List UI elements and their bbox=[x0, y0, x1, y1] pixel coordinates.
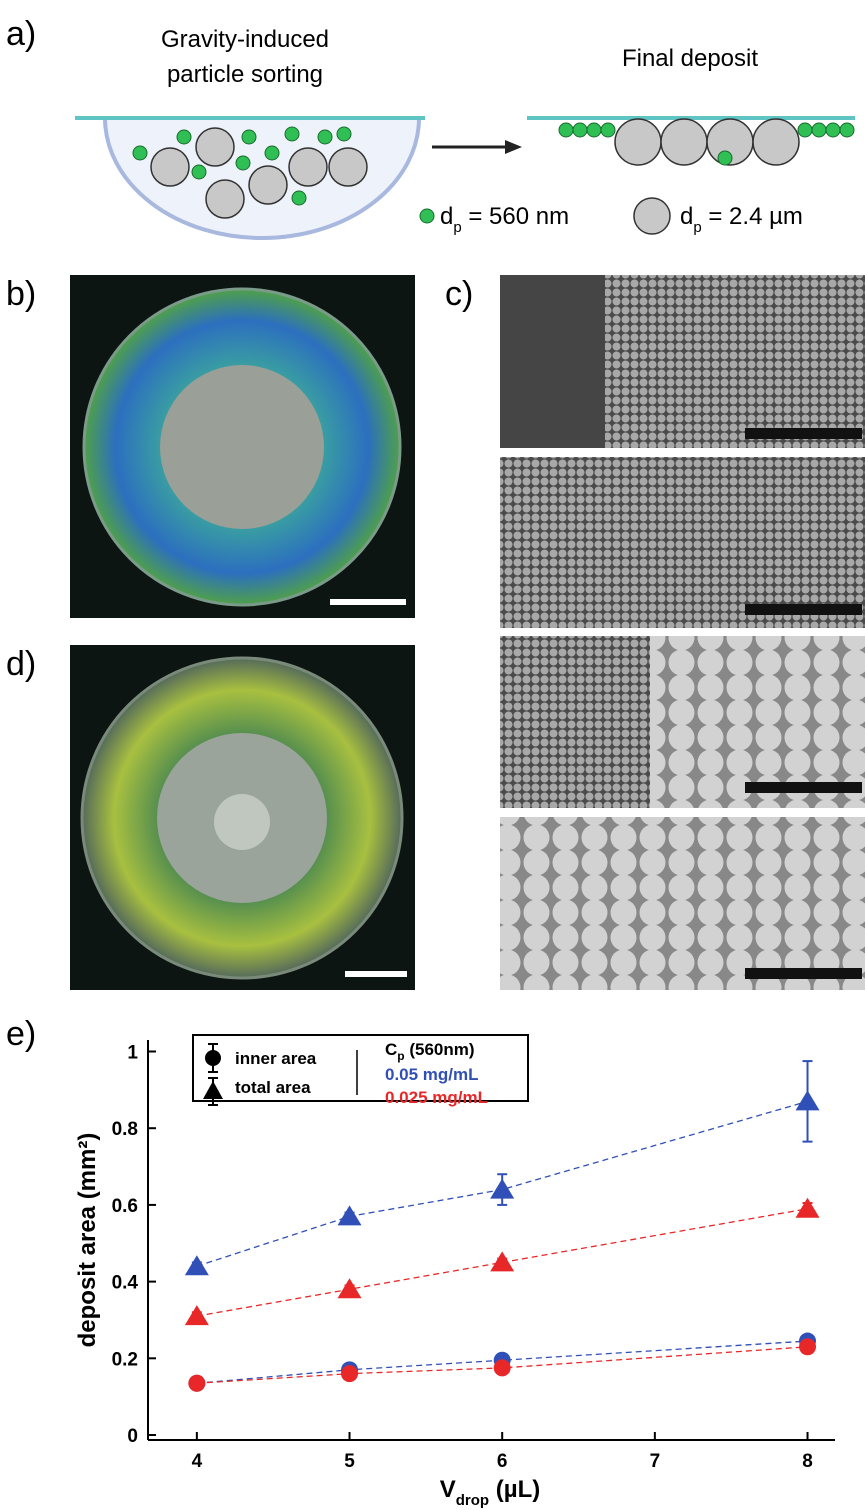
micrograph bbox=[70, 275, 415, 618]
panel-letter: b) bbox=[6, 275, 36, 313]
y-tick-label: 1 bbox=[127, 1043, 138, 1064]
marker bbox=[185, 1255, 209, 1275]
text: (560nm) bbox=[405, 1040, 475, 1059]
figure: a) Gravity-induced particle sorting Fina… bbox=[0, 0, 865, 1510]
legend-label: dp = 2.4 µm bbox=[680, 203, 803, 236]
legend: inner area total area Cp (560nm) 0.05 mg… bbox=[193, 1035, 528, 1107]
marker bbox=[341, 1365, 358, 1382]
x-tick-label: 6 bbox=[497, 1451, 508, 1472]
x-tick-label: 8 bbox=[802, 1451, 813, 1472]
panel-letter: d) bbox=[6, 645, 36, 683]
subscript: p bbox=[453, 219, 461, 236]
marker bbox=[796, 1090, 820, 1110]
legend-label: 0.05 mg/mL bbox=[385, 1065, 479, 1084]
micrograph bbox=[70, 645, 415, 990]
y-tick-label: 0.8 bbox=[112, 1119, 138, 1140]
sem-images bbox=[500, 275, 865, 990]
text: C bbox=[385, 1040, 397, 1059]
text: = 560 nm bbox=[462, 203, 569, 230]
panel-letter: e) bbox=[6, 1015, 36, 1053]
y-tick-label: 0.4 bbox=[112, 1273, 139, 1294]
subscript: p bbox=[397, 1049, 404, 1063]
y-axis-label: deposit area (mm²) bbox=[74, 1133, 101, 1348]
diagram-title: Gravity-induced bbox=[161, 26, 329, 53]
marker bbox=[188, 1375, 205, 1392]
diagram-title: particle sorting bbox=[167, 61, 323, 88]
panel-letter: c) bbox=[445, 275, 473, 313]
x-tick-label: 7 bbox=[650, 1451, 661, 1472]
text: (µL) bbox=[489, 1476, 540, 1503]
marker bbox=[338, 1205, 362, 1225]
marker bbox=[799, 1338, 816, 1355]
text: d bbox=[440, 203, 453, 230]
marker bbox=[490, 1179, 514, 1199]
panel-letter: a) bbox=[6, 15, 36, 53]
x-tick-label: 4 bbox=[192, 1451, 203, 1472]
marker bbox=[185, 1305, 209, 1325]
text: V bbox=[440, 1476, 456, 1503]
marker bbox=[796, 1198, 820, 1218]
marker bbox=[494, 1359, 511, 1376]
page: a) Gravity-induced particle sorting Fina… bbox=[0, 0, 865, 1510]
subscript: drop bbox=[456, 1492, 489, 1509]
legend-label: inner area bbox=[235, 1049, 317, 1068]
subscript: p bbox=[693, 219, 701, 236]
text: = 2.4 µm bbox=[702, 203, 803, 230]
legend-label: 0.025 mg/mL bbox=[385, 1088, 488, 1107]
y-tick-label: 0.6 bbox=[112, 1196, 138, 1217]
diagram-title: Final deposit bbox=[622, 45, 758, 72]
legend-label: total area bbox=[235, 1078, 311, 1097]
y-tick-label: 0 bbox=[127, 1426, 138, 1447]
legend-label: dp = 560 nm bbox=[440, 203, 569, 236]
x-tick-label: 5 bbox=[344, 1451, 355, 1472]
marker bbox=[490, 1251, 514, 1271]
y-tick-label: 0.2 bbox=[112, 1349, 138, 1370]
x-axis-label: Vdrop (µL) bbox=[440, 1476, 540, 1509]
text: d bbox=[680, 203, 693, 230]
